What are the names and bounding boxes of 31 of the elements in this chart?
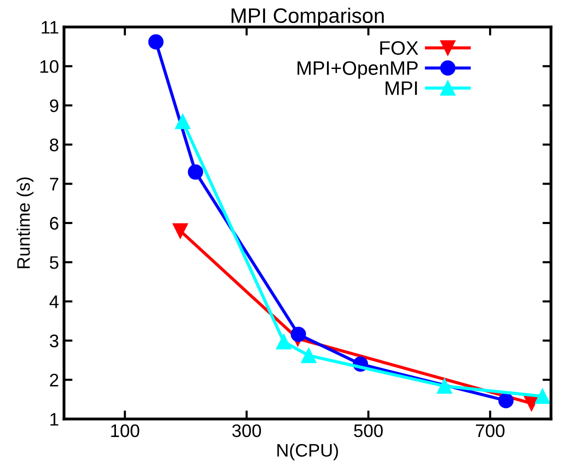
point <box>276 334 292 350</box>
chart-title: MPI Comparison <box>232 8 384 28</box>
point <box>301 348 316 364</box>
y-tick-label: 4 <box>50 296 59 308</box>
point <box>290 326 306 342</box>
x-axis-title: N(CPU) <box>277 443 338 460</box>
y-tick-label: 10 <box>40 60 58 73</box>
point <box>188 164 204 180</box>
point <box>175 114 190 130</box>
x-tick-label: 100 <box>111 424 140 438</box>
point <box>436 378 452 394</box>
point <box>498 392 514 408</box>
point <box>172 223 188 238</box>
x-tick-label: 300 <box>232 424 261 438</box>
y-tick-label: 6 <box>50 216 58 230</box>
y-tick-label: 1 <box>50 413 58 426</box>
x-tick-label: 700 <box>476 424 504 438</box>
y-axis-title: Runtime (s) <box>16 177 34 268</box>
point <box>148 34 164 50</box>
y-tick-label: 11 <box>42 21 58 34</box>
x-tick-label: 500 <box>354 424 383 438</box>
y-tick-label: 2 <box>50 374 58 386</box>
y-tick-label: 3 <box>50 334 58 348</box>
y-tick-label: 5 <box>50 256 58 269</box>
y-tick-label: 7 <box>50 178 58 190</box>
point <box>534 388 550 404</box>
y-tick-label: 8 <box>50 138 58 152</box>
y-tick-label: 9 <box>50 99 58 112</box>
legend-label: MPI <box>386 81 417 95</box>
legend-label: FOX <box>380 41 418 55</box>
legend-label: MPI+OpenMP <box>298 61 418 79</box>
